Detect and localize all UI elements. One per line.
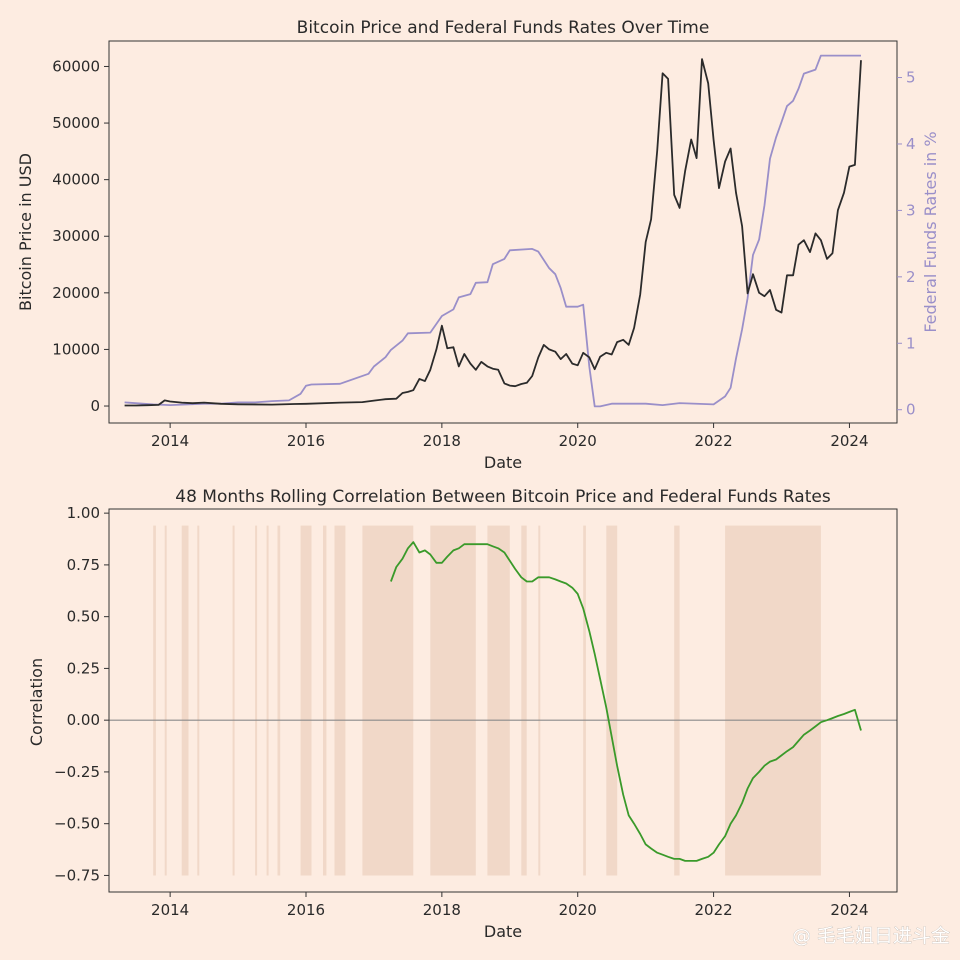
x-tick-label: 2016 [287, 432, 325, 450]
shaded-period [583, 525, 586, 876]
bottom-chart: 48 Months Rolling Correlation Between Bi… [27, 487, 898, 941]
top-x-axis-label: Date [484, 453, 522, 472]
y-tick-label: 50000 [52, 114, 100, 132]
bottom-chart-title: 48 Months Rolling Correlation Between Bi… [175, 487, 831, 507]
shaded-period [197, 525, 200, 876]
shaded-period [153, 525, 156, 876]
x-tick-label: 2016 [287, 901, 325, 919]
shaded-period [725, 525, 821, 876]
bottom-x-axis-ticks: 2014 2016 2018 2020 2022 2024 [151, 892, 869, 919]
x-tick-label: 2014 [151, 432, 189, 450]
x-tick-label: 2022 [694, 432, 732, 450]
top-right-axis-label: Federal Funds Rates in % [921, 131, 940, 332]
top-y-axis-label: Bitcoin Price in USD [16, 153, 35, 311]
top-right-axis-ticks: 0 1 2 3 4 5 [897, 69, 916, 419]
right-tick-label: 5 [906, 69, 916, 87]
correlation-line [390, 541, 862, 862]
y-tick-label: 1.00 [67, 504, 100, 522]
right-tick-label: 1 [906, 334, 916, 352]
y-tick-label: 0.75 [67, 556, 100, 574]
right-tick-label: 2 [906, 268, 916, 286]
fed-funds-line [124, 54, 861, 408]
right-tick-label: 4 [906, 135, 916, 153]
top-chart-title: Bitcoin Price and Federal Funds Rates Ov… [297, 18, 710, 38]
y-tick-label: 60000 [52, 57, 100, 75]
y-tick-label: 10000 [52, 340, 100, 358]
top-chart: Bitcoin Price and Federal Funds Rates Ov… [16, 18, 940, 472]
y-tick-label: 0.25 [67, 659, 100, 677]
y-tick-label: −0.25 [54, 763, 100, 781]
shaded-period [362, 525, 414, 876]
y-tick-label: −0.75 [54, 866, 100, 884]
right-tick-label: 3 [906, 201, 916, 219]
shaded-period [430, 525, 476, 876]
top-chart-frame [108, 40, 898, 424]
x-tick-label: 2018 [423, 432, 461, 450]
correlation-series [390, 541, 862, 862]
shaded-period [606, 525, 618, 876]
x-tick-label: 2022 [694, 901, 732, 919]
shaded-period [487, 525, 510, 876]
shaded-period [538, 525, 541, 876]
right-tick-label: 0 [906, 401, 916, 419]
top-x-axis-ticks: 2014 2016 2018 2020 2022 2024 [151, 423, 869, 450]
y-tick-label: 30000 [52, 227, 100, 245]
y-tick-label: 0.50 [67, 608, 100, 626]
x-tick-label: 2024 [830, 901, 868, 919]
shaded-period [323, 525, 327, 876]
bitcoin-price-series [124, 58, 862, 407]
shaded-period [266, 525, 269, 876]
x-tick-label: 2014 [151, 901, 189, 919]
shaded-period [277, 525, 281, 876]
bitcoin-price-line [124, 58, 862, 407]
y-tick-label: 0 [90, 397, 100, 415]
x-tick-label: 2018 [423, 901, 461, 919]
y-tick-label: 20000 [52, 284, 100, 302]
watermark: @ 毛毛姐日进斗金 [792, 925, 950, 947]
shaded-period [300, 525, 312, 876]
fed-funds-series [124, 54, 861, 408]
shaded-period [232, 525, 235, 876]
bottom-y-axis-label: Correlation [27, 658, 46, 746]
y-tick-label: 0.00 [67, 711, 100, 729]
y-tick-label: −0.50 [54, 815, 100, 833]
x-tick-label: 2024 [830, 432, 868, 450]
shaded-period [255, 525, 258, 876]
shaded-period [164, 525, 167, 876]
bottom-x-axis-label: Date [484, 922, 522, 941]
x-tick-label: 2020 [559, 432, 597, 450]
shaded-period [674, 525, 680, 876]
y-tick-label: 40000 [52, 171, 100, 189]
shaded-period [334, 525, 346, 876]
shaded-period [181, 525, 189, 876]
shaded-periods [153, 525, 821, 876]
bottom-y-axis-ticks: −0.75 −0.50 −0.25 0.00 0.25 0.50 0.75 1.00 [54, 504, 109, 884]
shaded-period [521, 525, 527, 876]
bottom-chart-frame [108, 508, 898, 893]
x-tick-label: 2020 [559, 901, 597, 919]
top-y-axis-ticks: 0 10000 20000 30000 40000 50000 60000 [52, 57, 109, 415]
